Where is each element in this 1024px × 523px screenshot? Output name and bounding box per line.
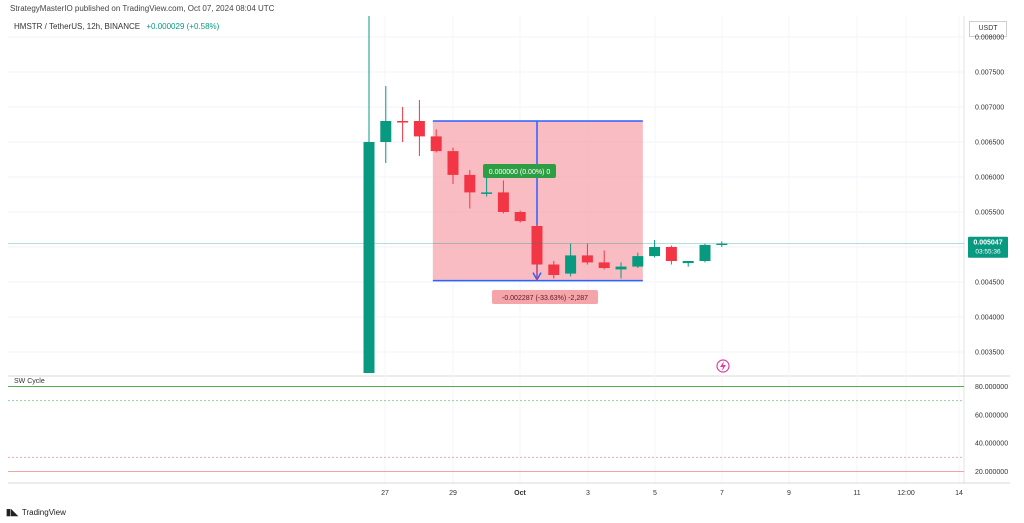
indicator-tick-label: 40.000000 (975, 441, 1008, 448)
publish-info: StrategyMasterIO published on TradingVie… (10, 4, 275, 13)
time-tick-label: 9 (787, 490, 791, 497)
candle-body (397, 121, 409, 123)
price-tick-label: 0.006500 (975, 140, 1004, 147)
candle-body (481, 192, 493, 194)
price-tick-label: 0.005500 (975, 210, 1004, 217)
time-tick-label: 11 (853, 490, 860, 497)
indicator-label: SW Cycle (14, 378, 45, 385)
indicator-tick-label: 60.000000 (975, 412, 1008, 419)
sw-cycle-indicator: 80.000000 60.000000 40.000000 20.000000 (8, 384, 1008, 476)
indicator-tick-label: 80.000000 (975, 384, 1008, 391)
indicator-tick-label: 20.000000 (975, 469, 1008, 476)
candle-body (447, 151, 459, 175)
price-tick-label: 0.004500 (975, 280, 1004, 287)
time-axis: 27 29 Oct 3 5 7 9 11 12:00 14 (8, 482, 1010, 497)
candle-body (380, 121, 392, 142)
candle-body (581, 255, 593, 263)
candle-body (497, 192, 509, 212)
price-tick-label: 0.008000 (975, 35, 1004, 42)
time-tick-label: 3 (586, 490, 590, 497)
current-price-value: 0.005047 (973, 240, 1002, 247)
candle-body (699, 244, 711, 261)
chart-grid (8, 16, 1010, 483)
candle-body (430, 136, 442, 152)
candles (363, 16, 730, 373)
time-tick-label: 14 (955, 490, 963, 497)
symbol-legend: HMSTR / TetherUS, 12h, BINANCE +0.000029… (14, 22, 219, 31)
candle-body (548, 264, 560, 275)
candle-body (716, 243, 728, 245)
price-change: +0.000029 (+0.58%) (146, 22, 220, 31)
current-price-tag (968, 236, 1008, 258)
lightning-circle-icon (716, 359, 730, 373)
price-tick-label: 0.003500 (975, 350, 1004, 357)
price-tick-label: 0.007000 (975, 105, 1004, 112)
symbol-name: HMSTR / TetherUS, 12h, BINANCE (14, 22, 141, 31)
lightning-icon (720, 361, 726, 371)
measure-tool: 0.000000 (0.00%) 0 -0.002287 (-33.63%) -2… (432, 120, 643, 304)
candle-body (615, 266, 627, 270)
price-tick-label: 0.007500 (975, 70, 1004, 77)
measure-top-label: 0.000000 (0.00%) 0 (489, 169, 551, 176)
time-tick-label: 29 (449, 490, 457, 497)
candle-body (649, 247, 661, 257)
price-tick-label: 0.004000 (975, 315, 1004, 322)
candle-body (665, 247, 677, 261)
time-tick-label: Oct (514, 490, 526, 497)
candle-body (565, 255, 577, 274)
currency-button[interactable]: USDT (969, 21, 1007, 37)
candle-body (363, 142, 375, 373)
time-tick-label: 27 (381, 490, 389, 497)
candle-body (464, 174, 476, 193)
time-tick-label: 5 (653, 490, 657, 497)
tradingview-footer[interactable]: ▮◣ TradingView (6, 507, 66, 518)
countdown-value: 03:55:36 (975, 249, 1001, 256)
price-tick-label: 0.006000 (975, 175, 1004, 182)
measure-top-label-bg (483, 164, 556, 178)
time-tick-label: 7 (720, 490, 724, 497)
candle-body (632, 256, 644, 267)
candle-body (682, 261, 694, 264)
candle-body (514, 212, 526, 222)
brand-name: TradingView (21, 508, 66, 517)
measure-bottom-label: -0.002287 (-33.63%) -2,287 (502, 295, 588, 302)
candle-body (598, 262, 610, 268)
time-tick-label: 12:00 (897, 490, 915, 497)
candle-body (413, 121, 425, 137)
tradingview-logo-icon: ▮◣ (6, 507, 18, 517)
measure-bottom-label-bg (492, 290, 598, 304)
candle-body (531, 226, 543, 265)
price-tags: 0.005047 03:55:36 (8, 236, 1008, 258)
